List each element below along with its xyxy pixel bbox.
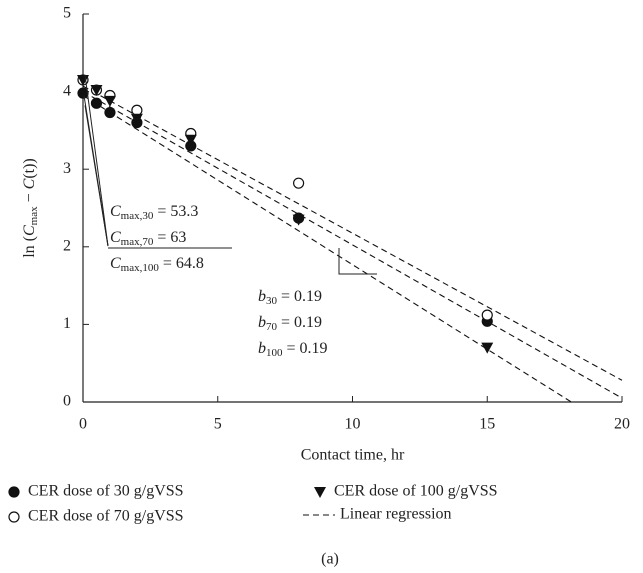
triangle-marker	[130, 113, 143, 125]
annotation: b100 = 0.19	[258, 340, 328, 359]
y-label-part: ln (	[21, 236, 38, 258]
triangle-marker	[103, 95, 116, 107]
circle-marker	[293, 177, 305, 189]
legend-label: Linear regression	[340, 506, 452, 523]
x-axis-label: Contact time, hr	[301, 447, 405, 464]
triangle-marker	[184, 134, 197, 146]
annotation-symbol: C	[110, 229, 121, 246]
annotation-pointer	[84, 74, 109, 247]
annotation-subscript: 100	[266, 347, 283, 359]
legend-label: CER dose of 30 g/gVSS	[28, 483, 184, 500]
annotation: Cmax,100 = 64.8	[110, 255, 204, 274]
legend-label: CER dose of 70 g/gVSS	[28, 508, 184, 525]
y-label-part: C	[21, 225, 38, 236]
annotation-symbol: C	[110, 203, 121, 220]
y-tick-label: 5	[63, 5, 71, 22]
annotation-pointer	[84, 105, 109, 247]
annotation-text: = 0.19	[277, 288, 322, 305]
annotation-subscript: max,30	[121, 210, 154, 222]
y-tick-label: 2	[63, 237, 71, 254]
y-tick-label: 3	[63, 160, 71, 177]
x-tick-label: 10	[345, 416, 361, 433]
annotation: b30 = 0.19	[258, 288, 322, 307]
annotation-text: = 0.19	[283, 340, 328, 357]
y-label-part: (t)	[21, 164, 38, 179]
y-label-part: )	[21, 158, 38, 163]
annotation-symbol: b	[258, 288, 266, 305]
y-tick-label: 4	[63, 82, 71, 99]
annotation-subscript: max,70	[121, 236, 154, 248]
circle-marker	[90, 97, 103, 109]
y-label-part: C	[21, 178, 38, 189]
annotation-text: = 64.8	[159, 255, 204, 272]
y-tick-label: 1	[63, 315, 71, 332]
caption: (a)	[321, 551, 339, 568]
annotation-symbol: C	[110, 255, 121, 272]
annotation-symbol: b	[258, 314, 266, 331]
triangle-marker	[292, 214, 305, 226]
annotation: Cmax,70 = 63	[110, 229, 186, 248]
y-label-part: max	[28, 206, 40, 225]
regression-line	[83, 85, 623, 381]
circle-marker	[8, 486, 20, 498]
circle-marker	[131, 104, 143, 116]
triangle-marker	[481, 342, 494, 354]
legend-label: CER dose of 100 g/gVSS	[334, 483, 498, 500]
annotation-text: = 53.3	[153, 203, 198, 220]
y-axis-label: ln (Cmax − C(t))	[21, 158, 40, 258]
annotation-text: = 0.19	[277, 314, 322, 331]
triangle-marker	[90, 85, 103, 97]
triangle-marker	[77, 74, 89, 86]
circle-marker	[104, 106, 116, 119]
triangle-marker	[314, 487, 326, 498]
x-tick-label: 5	[214, 416, 222, 433]
annotation-subscript: 70	[266, 321, 278, 333]
annotation-text: = 63	[153, 229, 186, 246]
annotation: b70 = 0.19	[258, 314, 322, 333]
slope-marker	[338, 248, 377, 275]
y-tick-label: 0	[63, 393, 71, 410]
annotation: Cmax,30 = 53.3	[110, 203, 198, 222]
annotation-subscript: max,100	[121, 262, 160, 274]
x-tick-label: 15	[479, 416, 495, 433]
x-tick-label: 20	[614, 416, 630, 433]
x-tick-label: 0	[79, 416, 87, 433]
y-label-part: −	[21, 189, 38, 206]
circle-marker	[8, 511, 20, 523]
regression-line	[83, 91, 623, 399]
regression-line	[83, 95, 573, 402]
annotation-symbol: b	[258, 340, 266, 357]
circle-marker	[481, 309, 493, 321]
annotation-subscript: 30	[266, 295, 278, 307]
circle-marker	[77, 87, 89, 99]
